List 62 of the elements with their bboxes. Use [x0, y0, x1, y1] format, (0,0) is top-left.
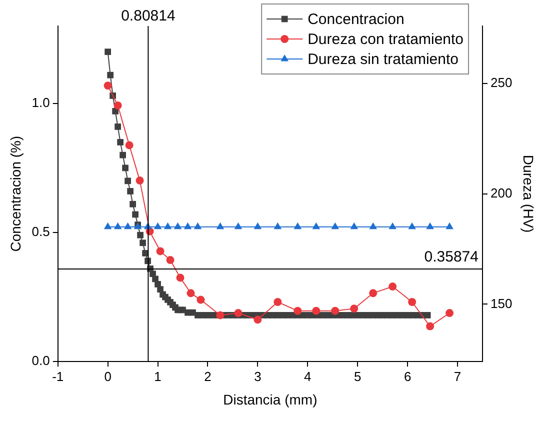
point: [176, 274, 184, 282]
point: [124, 222, 132, 230]
point: [369, 222, 377, 230]
point: [446, 222, 454, 230]
point: [408, 222, 416, 230]
point: [369, 289, 378, 298]
y-tick-label: 0.5: [32, 224, 50, 240]
point: [184, 222, 192, 230]
x-tick-label: 5: [354, 368, 362, 384]
ref-line-label: 0.80814: [121, 8, 176, 25]
point: [156, 247, 164, 256]
point: [186, 289, 195, 298]
point: [166, 256, 174, 264]
y2-tick-label: 250: [490, 74, 512, 90]
ref-line-label: 0.35874: [424, 248, 479, 266]
y2-tick-label: 150: [490, 296, 512, 311]
point: [164, 222, 172, 230]
point: [254, 316, 262, 324]
point: [174, 222, 182, 230]
point: [254, 222, 262, 230]
x-tick-label: 2: [204, 368, 212, 384]
x-tick-label: 3: [254, 368, 262, 384]
x-tick-label: 0: [104, 368, 112, 384]
y-tick-label: 1.0: [32, 95, 50, 110]
point: [426, 222, 434, 230]
x-tick-label: 7: [454, 368, 462, 384]
point: [216, 311, 224, 320]
point: [388, 222, 396, 230]
point: [408, 298, 416, 306]
legend-label: Concentracion: [308, 11, 404, 28]
point: [426, 322, 434, 330]
point: [350, 222, 358, 230]
point: [294, 306, 302, 315]
x-tick-label: 4: [304, 368, 312, 384]
point: [312, 306, 320, 315]
legend-label: Dureza sin tratamiento: [308, 51, 459, 68]
point: [312, 222, 320, 230]
point: [388, 282, 397, 291]
point: [194, 222, 202, 230]
point: [446, 309, 454, 318]
y2-axis-title: Dureza (HV): [520, 154, 537, 233]
point: [331, 306, 340, 315]
point: [196, 296, 205, 304]
point: [274, 222, 282, 230]
x-tick-label: 6: [404, 368, 412, 384]
point: [274, 298, 282, 306]
point: [154, 222, 162, 230]
point: [234, 309, 242, 318]
y-tick-label: 0.0: [32, 353, 50, 368]
y2-tick-label: 200: [490, 185, 512, 200]
point: [114, 222, 122, 230]
x-axis-title: Distancia (mm): [223, 391, 318, 408]
point: [234, 222, 242, 230]
x-tick-label: 1: [154, 368, 162, 384]
y-axis-title: Concentracion (%): [7, 136, 24, 252]
x-tick-label: -1: [52, 368, 64, 384]
point: [216, 222, 224, 230]
point: [350, 304, 358, 313]
point: [294, 222, 302, 230]
legend-label: Dureza con tratamiento: [308, 31, 464, 48]
point: [331, 222, 340, 230]
point: [104, 222, 112, 230]
